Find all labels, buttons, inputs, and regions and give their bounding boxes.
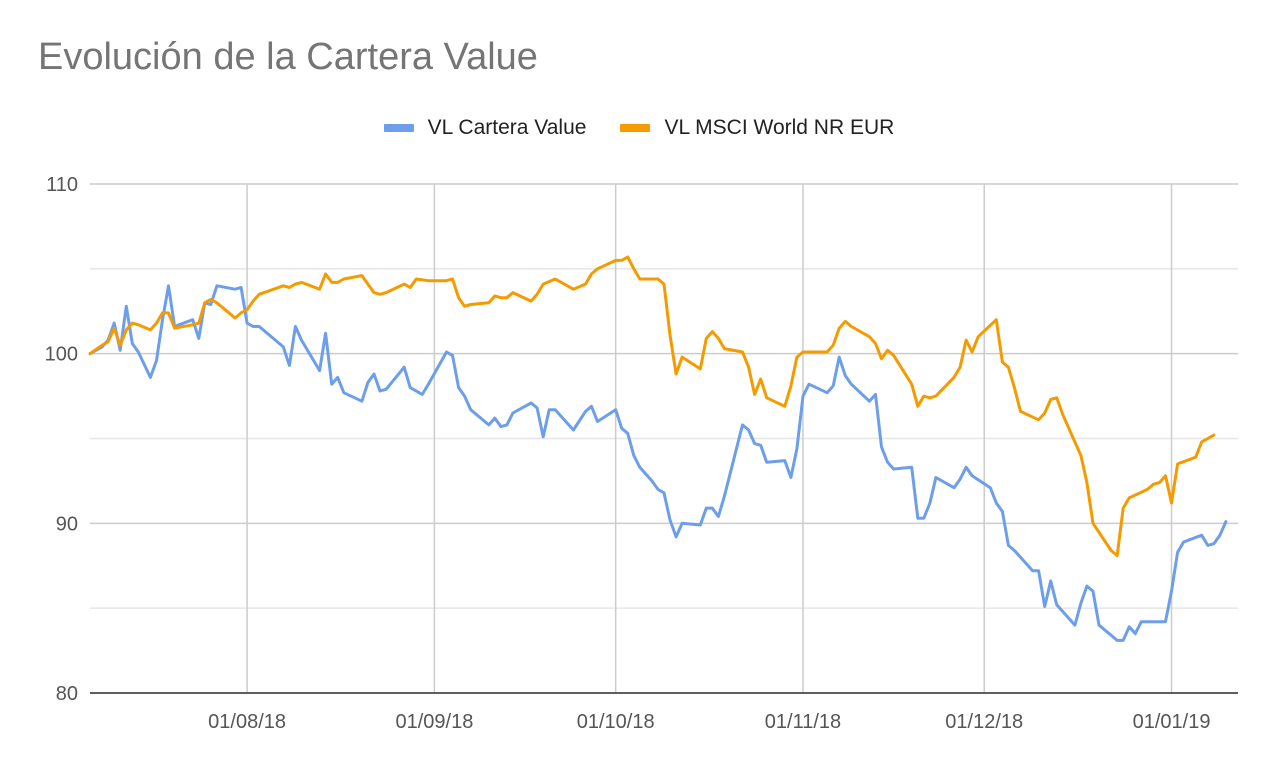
y-tick-label: 100 — [45, 344, 78, 366]
legend-swatch-msci — [620, 124, 651, 132]
y-tick-label: 90 — [56, 513, 78, 535]
x-tick-label: 01/09/18 — [395, 711, 473, 733]
legend-swatch-cartera — [383, 124, 414, 132]
y-tick-label: 110 — [46, 174, 78, 196]
series-line-cartera-value — [88, 284, 1228, 642]
x-tick-label: 01/08/18 — [208, 711, 286, 733]
x-tick-label: 01/12/18 — [945, 711, 1023, 733]
chart-legend: VL Cartera Value VL MSCI World NR EUR — [0, 116, 1278, 140]
legend-label-msci: VL MSCI World NR EUR — [664, 116, 895, 139]
chart-title: Evolución de la Cartera Value — [38, 36, 538, 78]
y-tick-label: 80 — [56, 683, 78, 705]
series-line-msci-world — [88, 255, 1216, 558]
x-tick-label: 01/10/18 — [577, 711, 655, 733]
legend-label-cartera: VL Cartera Value — [427, 116, 587, 139]
legend-item-cartera[interactable]: VL Cartera Value — [383, 116, 587, 140]
legend-item-msci[interactable]: VL MSCI World NR EUR — [620, 116, 894, 140]
x-tick-label: 01/11/18 — [765, 711, 841, 733]
x-tick-label: 01/01/19 — [1133, 711, 1211, 733]
